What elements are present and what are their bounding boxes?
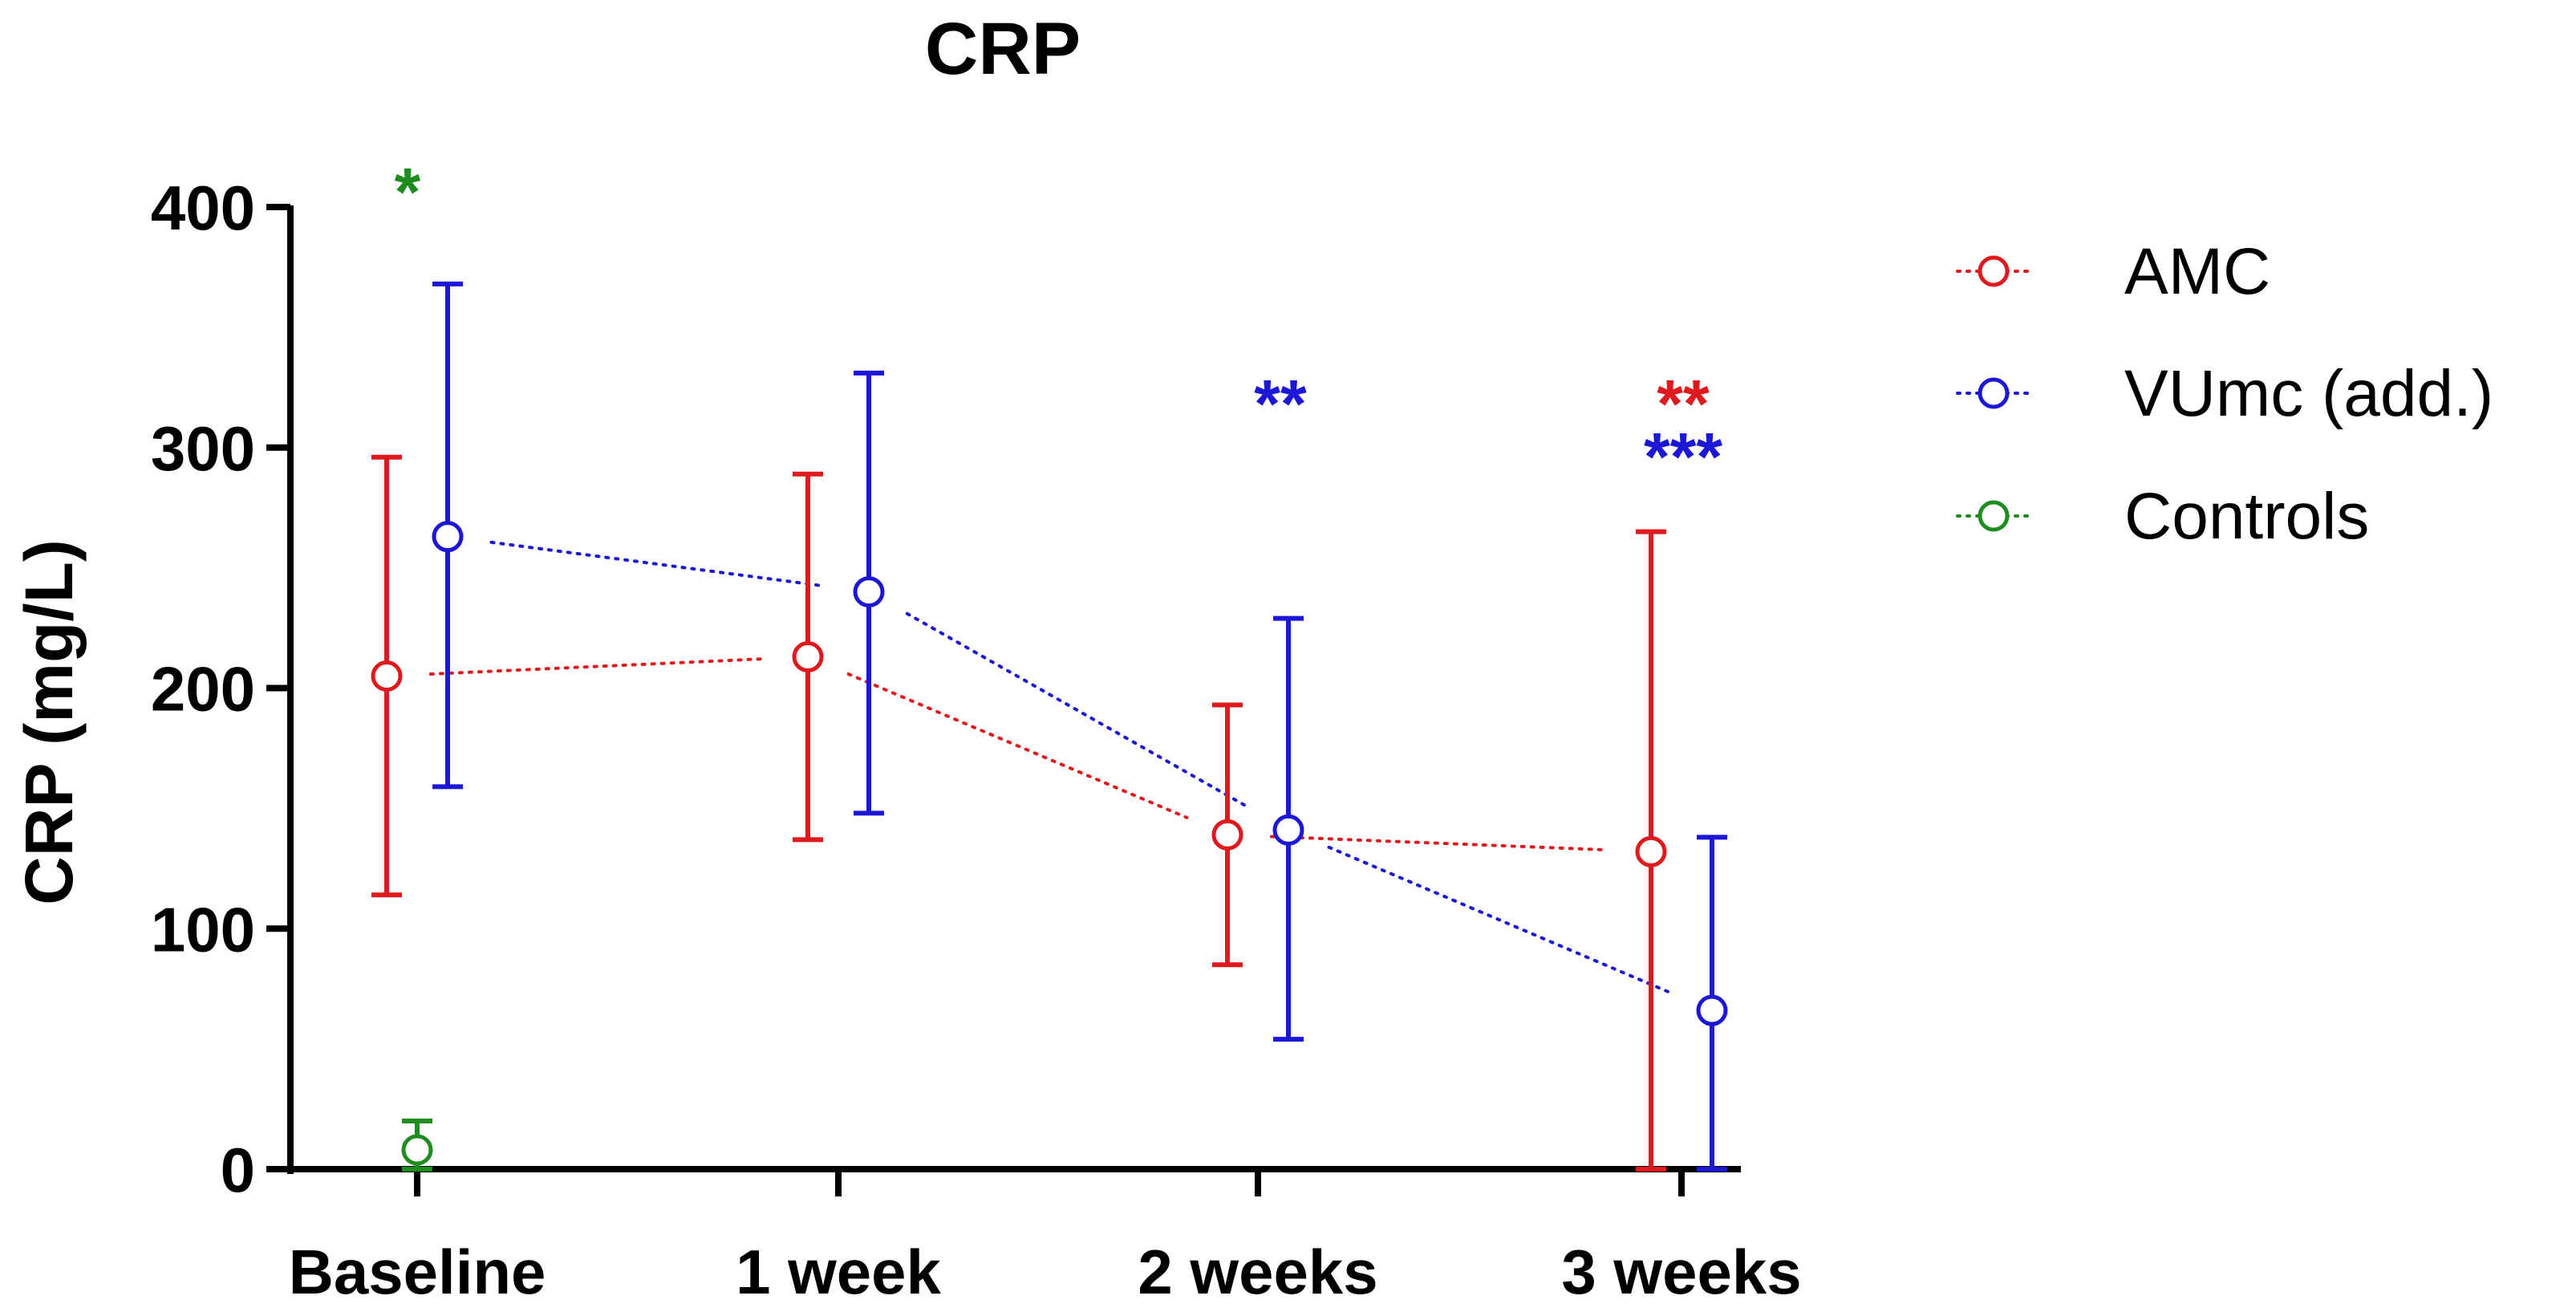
significance-3-weeks-2: **: [1657, 366, 1710, 441]
y-tick-label-200: 200: [151, 654, 255, 725]
x-tick-label-2-weeks: 2 weeks: [1138, 1237, 1377, 1307]
error-bars: [371, 281, 1727, 1172]
y-tick-label-400: 400: [151, 173, 255, 243]
amc-point-baseline: [371, 660, 403, 693]
legend-marker-vumc-add: [1978, 377, 2010, 409]
amc-point-3-weeks: [1635, 835, 1667, 867]
vumc-add-segment-0: [489, 540, 827, 588]
amc-segment-1: [846, 672, 1189, 819]
significance-3-weeks-3: ***: [1644, 419, 1722, 494]
significance-2-weeks-1: **: [1254, 366, 1307, 441]
amc-point-2-weeks: [1211, 818, 1243, 851]
axes: 0 100 200 300 400 Baseline 1 week 2 weeks 3 week…: [151, 173, 1802, 1307]
significance-annotations: *** *****: [395, 154, 1723, 494]
vumc-add-point-2-weeks: [1272, 814, 1304, 846]
y-tick-label-0: 0: [221, 1135, 255, 1205]
data-points: [371, 521, 1728, 1166]
vumc-add-point-1-week: [853, 576, 885, 608]
legend-label-vumc-add: VUmc (add.): [2124, 357, 2493, 430]
amc-point-1-week: [792, 641, 824, 673]
amc-segment-2: [1269, 835, 1609, 852]
x-tick-label-3-weeks: 3 weeks: [1561, 1237, 1801, 1307]
series-lines: [428, 540, 1673, 995]
x-tick-label-1-week: 1 week: [736, 1237, 941, 1307]
vumc-add-point-baseline: [432, 521, 464, 553]
x-tick-label-baseline: Baseline: [289, 1237, 546, 1307]
legend-label-amc: AMC: [2124, 235, 2270, 308]
y-tick-label-100: 100: [151, 894, 255, 965]
vumc-add-segment-2: [1327, 845, 1673, 995]
vumc-add-point-3-weeks: [1696, 994, 1728, 1026]
chart-title: CRP: [925, 8, 1081, 90]
legend-label-controls: Controls: [2124, 480, 2369, 553]
legend: AMC VUmc (add.) Controls: [1956, 235, 2493, 553]
vumc-add-segment-1: [905, 611, 1252, 810]
amc-segment-0: [428, 657, 766, 676]
y-tick-label-300: 300: [151, 413, 255, 484]
significance-baseline-0: *: [395, 154, 421, 229]
legend-marker-controls: [1978, 500, 2010, 532]
y-axis-label: CRP (mg/L): [11, 539, 87, 905]
controls-point-baseline: [401, 1134, 433, 1166]
legend-marker-amc: [1978, 255, 2010, 287]
